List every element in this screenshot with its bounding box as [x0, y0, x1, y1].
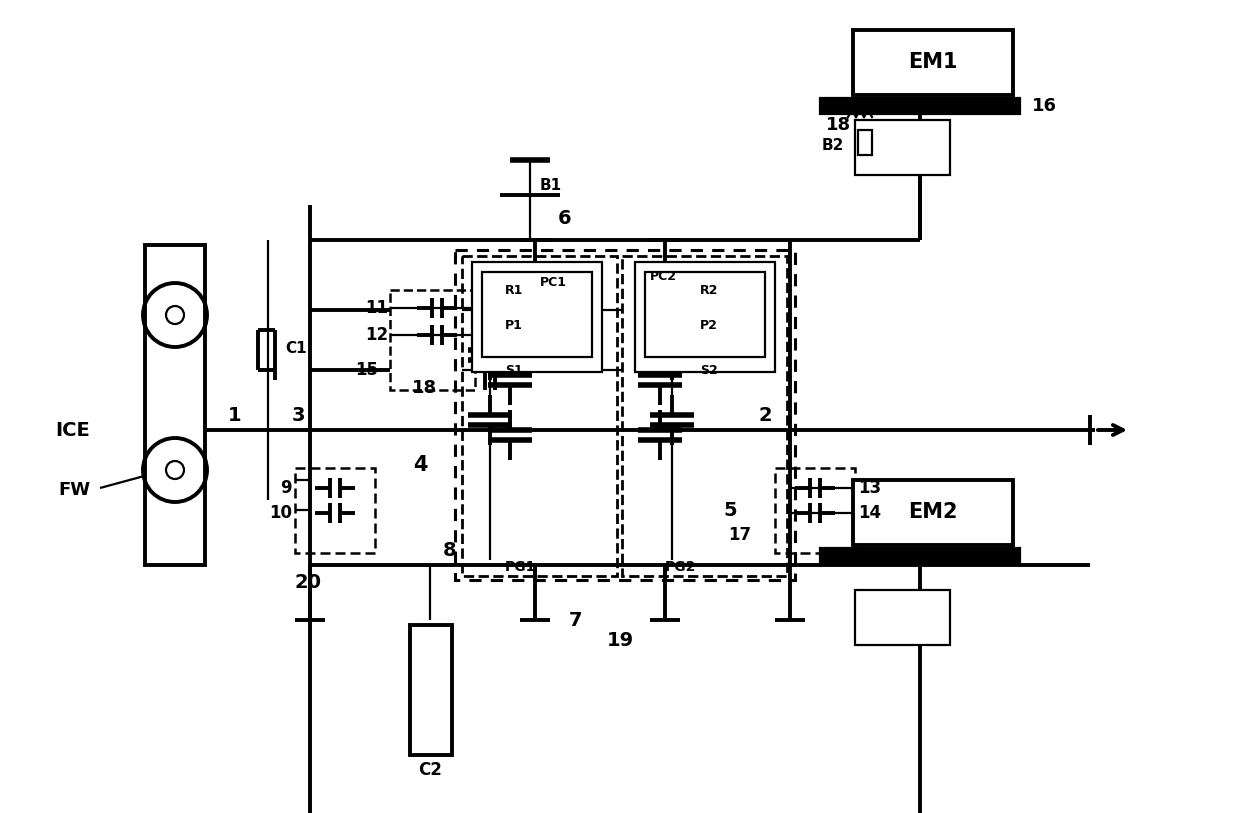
Text: 2: 2: [758, 406, 771, 424]
Text: S2: S2: [701, 363, 718, 376]
Text: R1: R1: [505, 284, 523, 297]
Text: 18: 18: [413, 379, 438, 397]
Text: ICE: ICE: [55, 420, 89, 440]
Bar: [391, 290, 475, 390]
Text: 9: 9: [280, 479, 291, 497]
Text: 11: 11: [365, 299, 388, 317]
Bar: [295, 468, 374, 553]
Text: 18: 18: [826, 116, 851, 134]
Bar: [482, 272, 591, 357]
Text: 4: 4: [413, 455, 428, 475]
Text: 5: 5: [723, 501, 737, 520]
Bar: [858, 130, 872, 155]
Text: C1: C1: [285, 341, 306, 355]
Text: 8: 8: [443, 541, 456, 559]
Bar: [463, 256, 618, 576]
Text: 16: 16: [1032, 97, 1056, 115]
Text: S1: S1: [505, 363, 523, 376]
Bar: [622, 256, 787, 576]
Text: P2: P2: [701, 319, 718, 332]
Bar: [856, 120, 950, 175]
Text: 19: 19: [606, 631, 634, 650]
Text: EM2: EM2: [908, 502, 957, 522]
Text: 7: 7: [568, 611, 582, 629]
Bar: [820, 548, 1021, 564]
Bar: [645, 272, 765, 357]
Bar: [410, 625, 453, 755]
Text: 20: 20: [295, 573, 321, 593]
Bar: [853, 480, 1013, 545]
Text: 13: 13: [858, 479, 882, 497]
Text: 1: 1: [228, 406, 242, 424]
Text: P1: P1: [505, 319, 523, 332]
Text: 6: 6: [558, 208, 572, 228]
Bar: [635, 262, 775, 372]
Text: R2: R2: [701, 284, 718, 297]
Text: 3: 3: [291, 406, 305, 424]
Text: 10: 10: [269, 504, 291, 522]
Bar: [775, 468, 856, 553]
Text: B2: B2: [822, 137, 844, 153]
Text: PC2: PC2: [650, 269, 677, 282]
Text: 14: 14: [858, 504, 882, 522]
Text: 17: 17: [728, 526, 751, 544]
Bar: [455, 250, 795, 580]
Bar: [853, 30, 1013, 95]
Text: FW: FW: [58, 481, 91, 499]
Bar: [145, 245, 205, 565]
Text: EM1: EM1: [908, 52, 957, 72]
Text: PG1: PG1: [505, 560, 536, 574]
Text: C2: C2: [418, 761, 441, 779]
Text: B1: B1: [539, 177, 562, 193]
Bar: [820, 98, 1021, 114]
Bar: [856, 590, 950, 645]
Text: 15: 15: [355, 361, 378, 379]
Text: 12: 12: [365, 326, 388, 344]
Text: PG2: PG2: [665, 560, 696, 574]
Bar: [472, 262, 601, 372]
Text: PC1: PC1: [539, 276, 567, 289]
